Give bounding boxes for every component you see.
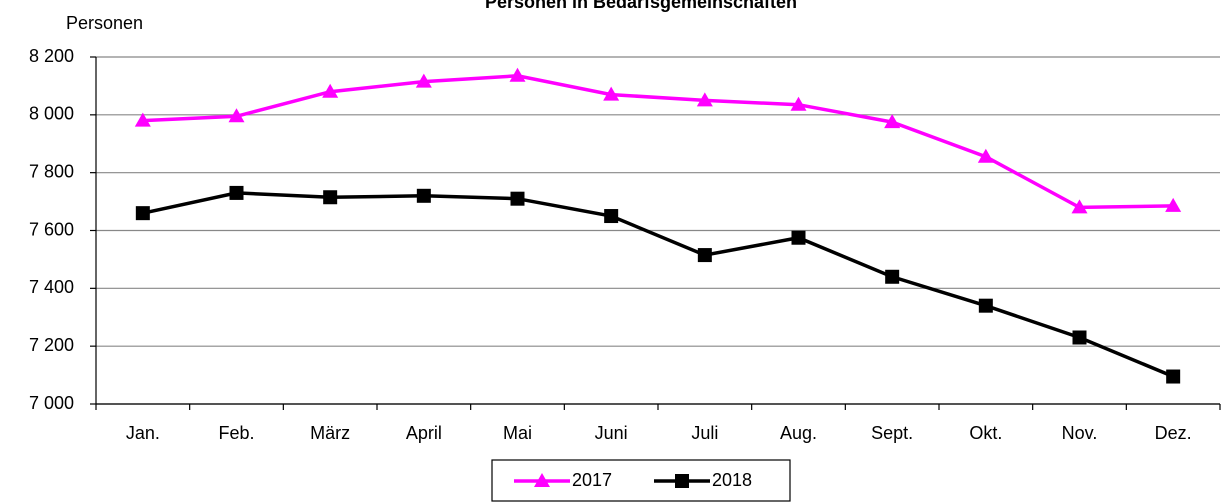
marker (977, 148, 994, 163)
series-line (142, 191, 1174, 379)
marker (323, 190, 338, 205)
marker (135, 206, 150, 221)
marker (884, 114, 901, 129)
x-tick-label: März (310, 423, 350, 443)
marker (322, 83, 339, 98)
x-tick-label: Juli (691, 423, 718, 443)
marker (604, 209, 619, 224)
marker (415, 73, 432, 88)
legend-label: 2017 (572, 470, 612, 490)
marker (697, 248, 712, 263)
marker (228, 108, 245, 123)
marker (229, 185, 244, 200)
x-tick-label: Jan. (126, 423, 160, 443)
x-tick-label: Nov. (1062, 423, 1098, 443)
y-tick-label: 8 200 (29, 46, 74, 66)
marker (791, 230, 806, 245)
series-line (142, 74, 1174, 210)
marker (790, 96, 807, 111)
marker (416, 188, 431, 203)
x-tick-label: Dez. (1155, 423, 1192, 443)
marker (696, 92, 713, 107)
y-axis-label: Personen (66, 13, 143, 33)
y-tick-label: 7 200 (29, 335, 74, 355)
marker (534, 473, 550, 487)
marker (1071, 199, 1088, 214)
marker (675, 474, 689, 488)
x-tick-label: Sept. (871, 423, 913, 443)
x-tick-label: Juni (595, 423, 628, 443)
x-tick-label: Mai (503, 423, 532, 443)
y-tick-label: 7 600 (29, 219, 74, 239)
y-tick-label: 7 800 (29, 161, 74, 181)
chart-title: Personen in Bedarfsgemeinschaften (485, 0, 797, 12)
marker (1166, 369, 1181, 384)
y-tick-label: 8 000 (29, 104, 74, 124)
marker (1072, 330, 1087, 345)
x-tick-label: Feb. (218, 423, 254, 443)
marker (978, 298, 993, 313)
marker (134, 112, 151, 127)
marker (603, 86, 620, 101)
legend-box (491, 459, 791, 502)
marker (885, 269, 900, 284)
x-tick-label: April (406, 423, 442, 443)
legend-label: 2018 (712, 470, 752, 490)
marker (509, 67, 526, 82)
x-tick-label: Aug. (780, 423, 817, 443)
marker (1165, 197, 1182, 212)
x-tick-label: Okt. (969, 423, 1002, 443)
y-tick-label: 7 400 (29, 277, 74, 297)
y-tick-label: 7 000 (29, 393, 74, 413)
marker (510, 191, 525, 206)
